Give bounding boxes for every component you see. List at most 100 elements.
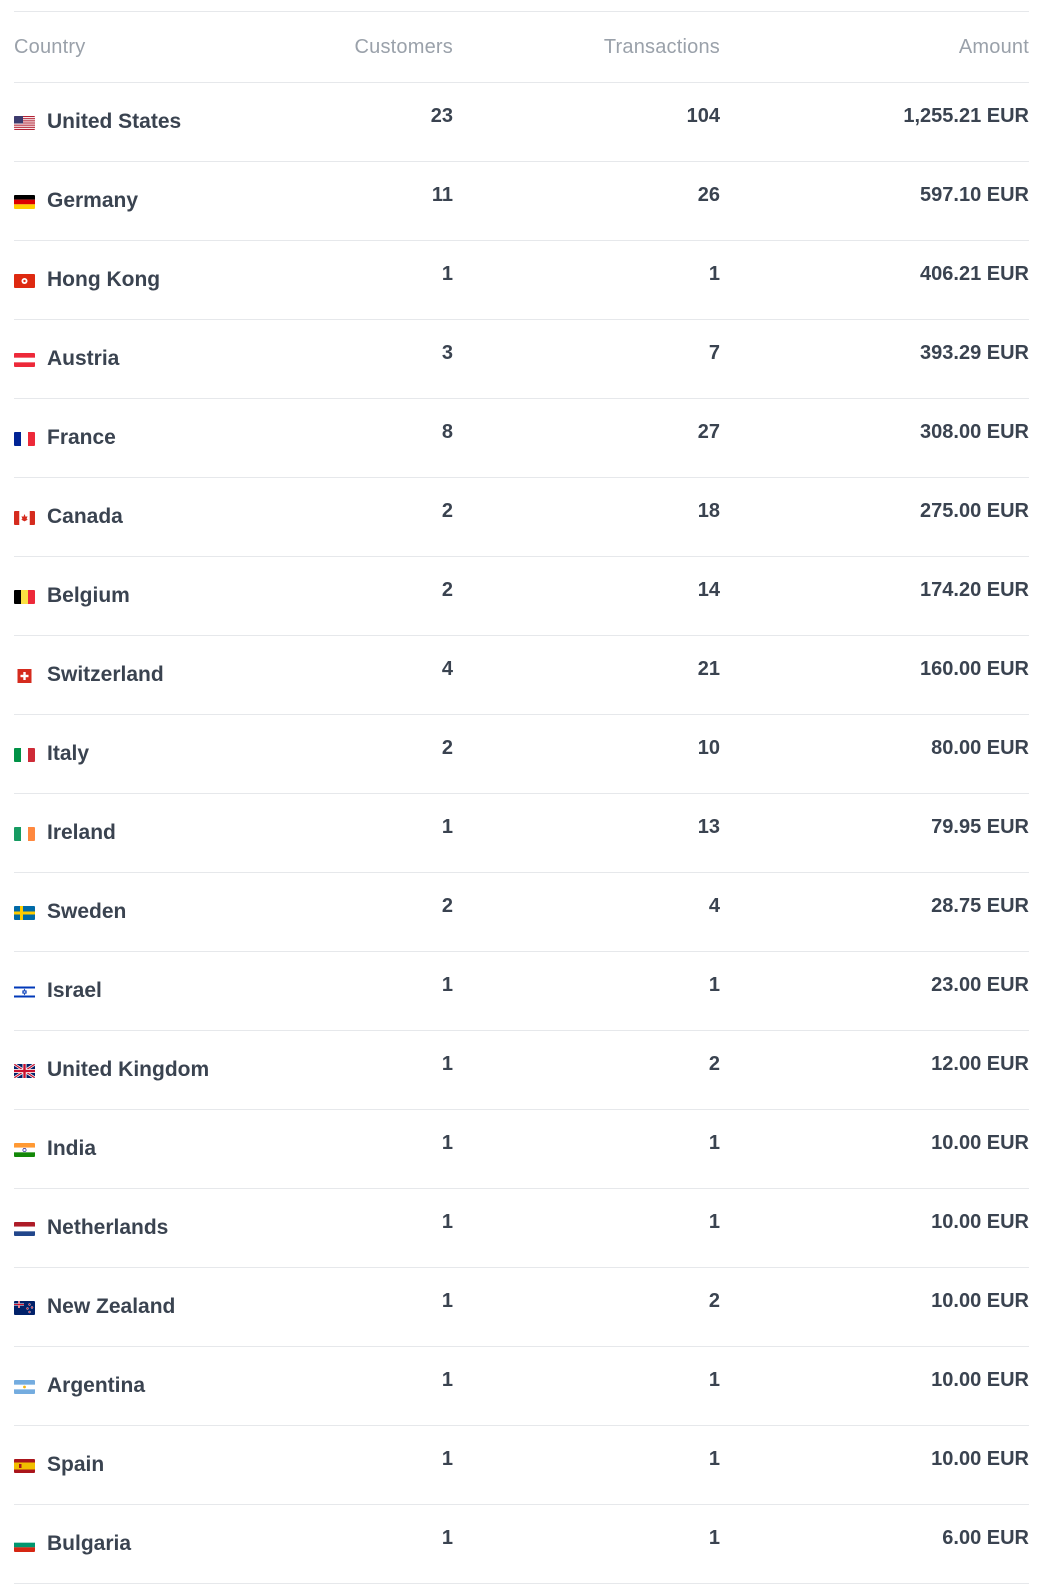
transactions-count: 13: [697, 816, 720, 838]
header-country[interactable]: Country: [14, 36, 86, 58]
customers-count: 3: [441, 342, 453, 364]
ie-flag-icon: [14, 827, 35, 841]
table-row[interactable]: Netherlands 1 1 10.00 EUR: [14, 1189, 1029, 1268]
bg-flag-icon: [14, 1538, 35, 1552]
be-flag-icon: [14, 590, 35, 604]
countries-table: Country Customers Transactions Amount Un…: [14, 11, 1029, 1584]
country-name: United States: [47, 110, 182, 133]
country-name: Hong Kong: [47, 268, 161, 291]
amount-value: 275.00 EUR: [920, 500, 1029, 522]
amount-value: 393.29 EUR: [920, 342, 1029, 364]
amount-value: 23.00 EUR: [931, 974, 1029, 996]
ch-flag-icon: [14, 669, 35, 683]
header-transactions[interactable]: Transactions: [603, 36, 720, 58]
customers-count: 23: [430, 105, 453, 127]
country-name: United Kingdom: [47, 1058, 210, 1081]
table-row[interactable]: India 1 1 10.00 EUR: [14, 1110, 1029, 1189]
country-name: Canada: [47, 505, 123, 528]
customers-count: 11: [431, 184, 453, 206]
customers-count: 2: [441, 500, 453, 522]
ar-flag-icon: [14, 1380, 35, 1394]
table-row[interactable]: Argentina 1 1 10.00 EUR: [14, 1347, 1029, 1426]
table-header-row: Country Customers Transactions Amount: [14, 11, 1029, 83]
de-flag-icon: [14, 195, 35, 209]
es-flag-icon: [14, 1459, 35, 1473]
amount-value: 79.95 EUR: [931, 816, 1029, 838]
us-flag-icon: [14, 116, 35, 130]
amount-value: 10.00 EUR: [931, 1448, 1029, 1470]
country-name: Israel: [47, 979, 102, 1002]
table-row[interactable]: New Zealand 1 2 10.00 EUR: [14, 1268, 1029, 1347]
customers-count: 1: [441, 816, 453, 838]
in-flag-icon: [14, 1143, 35, 1157]
amount-value: 10.00 EUR: [931, 1369, 1029, 1391]
transactions-count: 104: [686, 105, 720, 127]
table-row[interactable]: Israel 1 1 23.00 EUR: [14, 952, 1029, 1031]
table-row[interactable]: Switzerland 4 21 160.00 EUR: [14, 636, 1029, 715]
country-name: Netherlands: [47, 1216, 169, 1239]
header-customers[interactable]: Customers: [354, 36, 453, 58]
amount-value: 406.21 EUR: [920, 263, 1029, 285]
table-row[interactable]: Austria 3 7 393.29 EUR: [14, 320, 1029, 399]
customers-count: 1: [441, 1527, 453, 1549]
amount-value: 308.00 EUR: [920, 421, 1029, 443]
gb-flag-icon: [14, 1064, 35, 1078]
header-amount[interactable]: Amount: [958, 36, 1029, 58]
customers-count: 8: [441, 421, 453, 443]
country-name: Italy: [47, 742, 90, 765]
table-row[interactable]: United Kingdom 1 2 12.00 EUR: [14, 1031, 1029, 1110]
transactions-count: 1: [708, 1211, 720, 1233]
table-row[interactable]: Italy 2 10 80.00 EUR: [14, 715, 1029, 794]
amount-value: 28.75 EUR: [931, 895, 1029, 917]
table-row[interactable]: Bulgaria 1 1 6.00 EUR: [14, 1505, 1029, 1584]
country-name: India: [47, 1137, 97, 1160]
amount-value: 80.00 EUR: [931, 737, 1029, 759]
amount-value: 10.00 EUR: [931, 1132, 1029, 1154]
customers-count: 1: [441, 1053, 453, 1075]
table-row[interactable]: Hong Kong 1 1 406.21 EUR: [14, 241, 1029, 320]
transactions-count: 4: [708, 895, 720, 917]
table-row[interactable]: Germany 11 26 597.10 EUR: [14, 162, 1029, 241]
customers-count: 1: [441, 1132, 453, 1154]
transactions-count: 27: [697, 421, 720, 443]
transactions-count: 10: [697, 737, 720, 759]
table-row[interactable]: Belgium 2 14 174.20 EUR: [14, 557, 1029, 636]
amount-value: 597.10 EUR: [920, 184, 1029, 206]
ca-flag-icon: [14, 511, 35, 525]
transactions-count: 1: [708, 1527, 720, 1549]
amount-value: 174.20 EUR: [920, 579, 1029, 601]
table-row[interactable]: France 8 27 308.00 EUR: [14, 399, 1029, 478]
table-row[interactable]: Ireland 1 13 79.95 EUR: [14, 794, 1029, 873]
nl-flag-icon: [14, 1222, 35, 1236]
transactions-count: 1: [708, 1132, 720, 1154]
table-row[interactable]: United States 23 104 1,255.21 EUR: [14, 83, 1029, 162]
se-flag-icon: [14, 906, 35, 920]
customers-count: 4: [441, 658, 453, 680]
country-name: Sweden: [47, 900, 127, 923]
amount-value: 160.00 EUR: [920, 658, 1029, 680]
transactions-count: 2: [708, 1053, 720, 1075]
customers-count: 2: [441, 737, 453, 759]
table-row[interactable]: Spain 1 1 10.00 EUR: [14, 1426, 1029, 1505]
amount-value: 10.00 EUR: [931, 1290, 1029, 1312]
transactions-count: 1: [708, 1369, 720, 1391]
transactions-count: 26: [697, 184, 720, 206]
customers-count: 1: [441, 263, 453, 285]
transactions-count: 21: [697, 658, 720, 680]
country-name: Switzerland: [47, 663, 164, 686]
country-name: Austria: [47, 347, 120, 370]
table-body: United States 23 104 1,255.21 EUR Germany 11 2…: [14, 83, 1029, 1584]
country-name: Argentina: [47, 1374, 146, 1397]
fr-flag-icon: [14, 432, 35, 446]
customers-count: 1: [441, 974, 453, 996]
il-flag-icon: [14, 985, 35, 999]
customers-count: 2: [441, 579, 453, 601]
table-row[interactable]: Canada 2 18 275.00 EUR: [14, 478, 1029, 557]
customers-count: 1: [441, 1211, 453, 1233]
table-row[interactable]: Sweden 2 4 28.75 EUR: [14, 873, 1029, 952]
it-flag-icon: [14, 748, 35, 762]
transactions-count: 18: [697, 500, 720, 522]
customers-count: 2: [441, 895, 453, 917]
at-flag-icon: [14, 353, 35, 367]
transactions-count: 1: [708, 1448, 720, 1470]
